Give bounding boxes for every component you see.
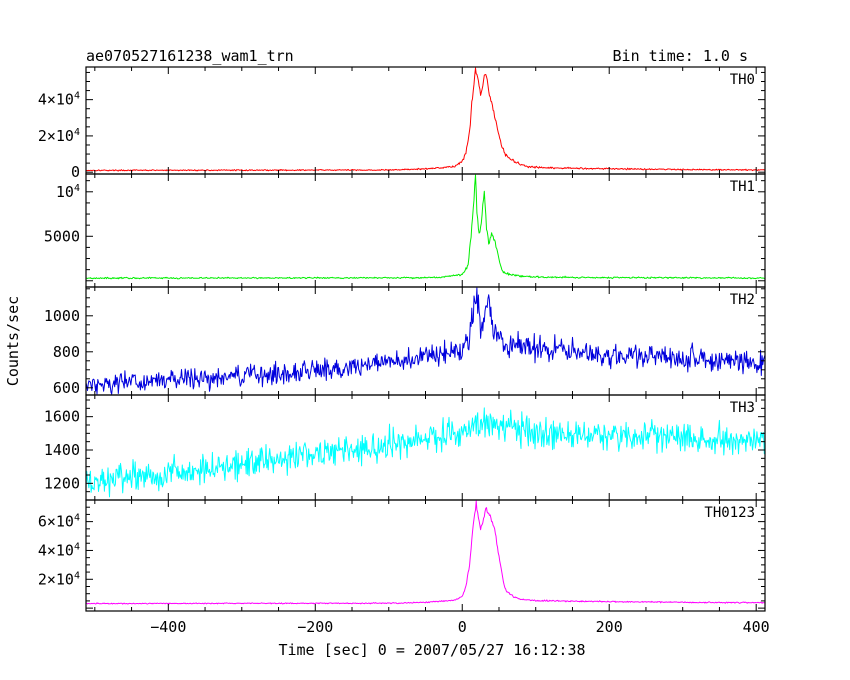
tick-exponent: 4 [74, 91, 80, 102]
panel-label: TH2 [730, 292, 755, 308]
series-line-th1 [85, 174, 766, 280]
y-tick-label: 2×104 [38, 127, 80, 145]
tick-exponent: 4 [74, 541, 80, 552]
panel-label: TH1 [730, 179, 755, 195]
y-tick-label: 6×104 [38, 513, 80, 531]
panel-th1: 5000 104 TH1 [44, 173, 766, 288]
y-tick-label: 800 [53, 343, 80, 361]
series-line-th3 [85, 407, 766, 498]
panel-th2: 600 800 1000 TH2 [44, 286, 766, 397]
panel-frame [85, 286, 766, 396]
panel-frame [85, 66, 766, 175]
panel-label: TH0123 [704, 505, 755, 521]
y-tick-label: 0 [71, 163, 80, 181]
tick-exponent: 4 [74, 570, 80, 581]
panel-frame [85, 499, 766, 612]
panels: 0 2×104 4×104 TH0 5000 104 TH1 600 800 1000 TH2 120… [38, 66, 770, 636]
panel-th0: 0 2×104 4×104 TH0 [38, 66, 766, 181]
y-tick-label: 1200 [44, 474, 80, 492]
series-line-th2 [85, 287, 766, 395]
x-axis-label: Time [sec] 0 = 2007/05/27 16:12:38 [278, 641, 585, 659]
series-line-th0123 [85, 500, 766, 605]
tick-exponent: 4 [74, 127, 80, 138]
y-axis-label: Counts/sec [4, 296, 22, 386]
y-tick-label: 2×104 [38, 570, 80, 588]
y-tick-label: 5000 [44, 227, 80, 245]
panel-label: TH0 [730, 72, 755, 88]
panel-frame [85, 394, 766, 501]
y-tick-label: 1600 [44, 408, 80, 426]
y-tick-label: 4×104 [38, 91, 80, 109]
x-tick-label: 200 [596, 618, 623, 636]
tick-exponent: 4 [74, 183, 80, 194]
y-tick-label: 4×104 [38, 541, 80, 559]
x-tick-label: 400 [743, 618, 770, 636]
panel-label: TH3 [730, 400, 755, 416]
panel-th3: 1200 1400 1600 TH3 [44, 394, 766, 501]
y-tick-label: 104 [56, 183, 80, 201]
x-tick-label: 0 [458, 618, 467, 636]
y-tick-label: 1000 [44, 307, 80, 325]
chart-title: ae070527161238_wam1_trn [86, 47, 294, 65]
y-tick-label: 1400 [44, 441, 80, 459]
y-tick-label: 600 [53, 379, 80, 397]
x-tick-label: −400 [150, 618, 186, 636]
panel-th0123: 2×104 4×104 6×104 TH0123 [38, 499, 766, 612]
bin-time-label: Bin time: 1.0 s [613, 47, 748, 65]
series-line-th0 [85, 67, 766, 172]
x-tick-label: −200 [297, 618, 333, 636]
tick-exponent: 4 [74, 513, 80, 524]
panel-frame [85, 173, 766, 288]
